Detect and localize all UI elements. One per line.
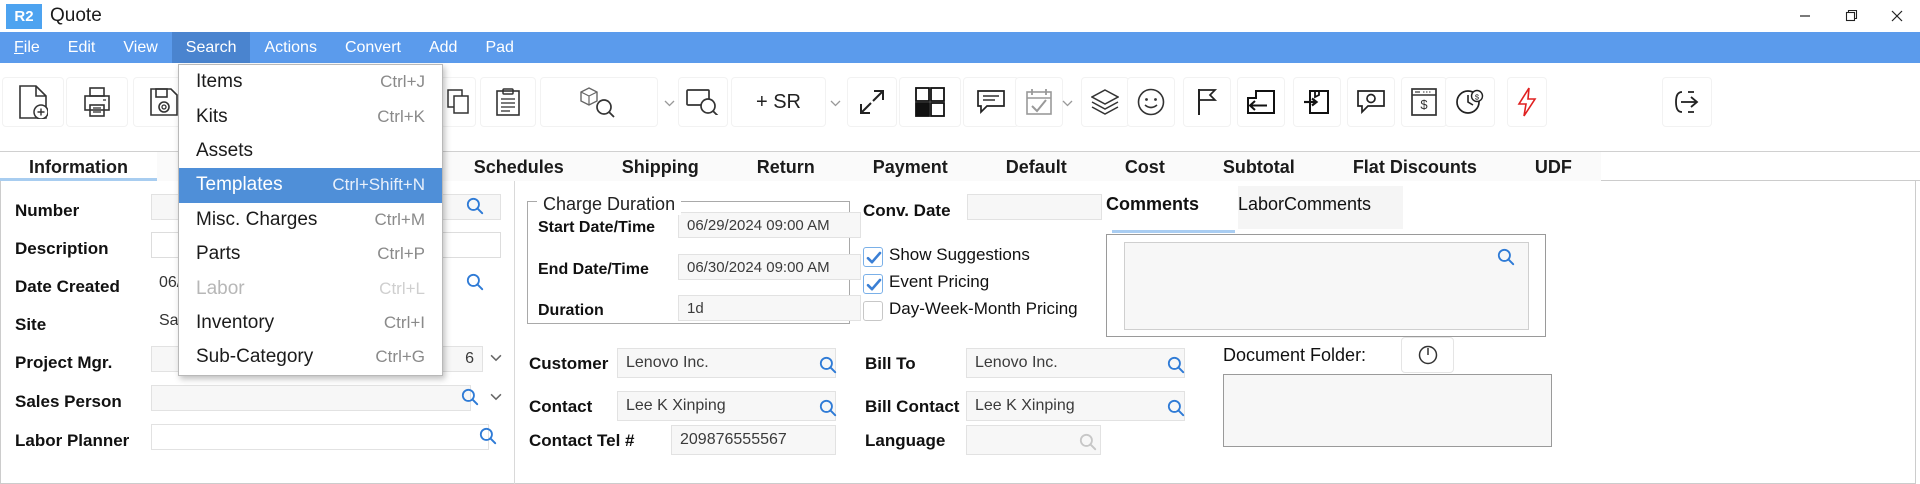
- svg-text:$: $: [1420, 97, 1428, 112]
